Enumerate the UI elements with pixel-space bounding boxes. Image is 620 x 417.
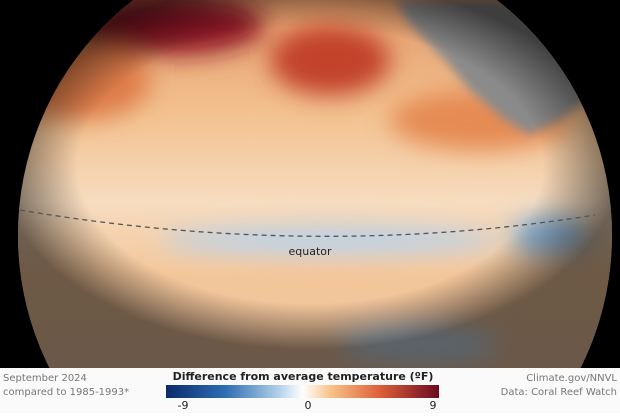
- baseline: compared to 1985-1993*: [3, 387, 129, 398]
- legend-ticks: -9 0 9: [178, 399, 437, 412]
- legend-tick-label: 0: [305, 399, 312, 412]
- legend-title: Difference from average temperature (ºF): [173, 370, 434, 383]
- legend-tick-label: -9: [178, 399, 189, 412]
- color-bar: [166, 385, 439, 398]
- equator-label: equator: [288, 245, 332, 258]
- globe: [18, 0, 612, 368]
- equator-line: [19, 209, 596, 237]
- date: September 2024: [3, 373, 87, 384]
- source: Data: Coral Reef Watch: [501, 387, 617, 398]
- credit: Climate.gov/NNVL: [526, 373, 617, 384]
- legend-tick-label: 9: [430, 399, 437, 412]
